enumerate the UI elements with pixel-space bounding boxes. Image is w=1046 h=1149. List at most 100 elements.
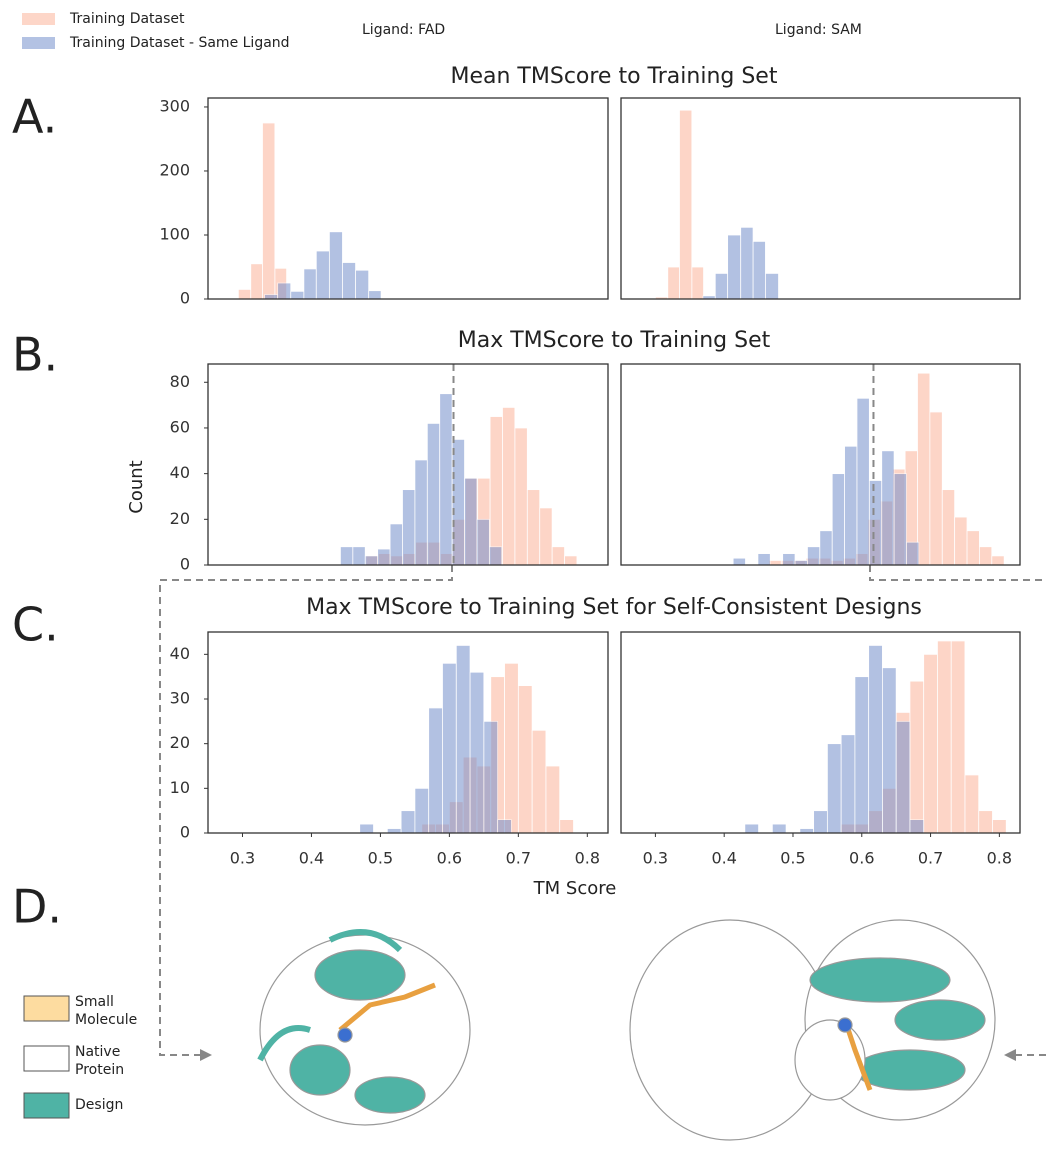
bar bbox=[378, 549, 390, 565]
bar bbox=[882, 668, 896, 833]
bar bbox=[402, 490, 414, 565]
bar bbox=[979, 811, 993, 833]
bar bbox=[415, 788, 429, 833]
x-tick-label: 0.5 bbox=[368, 849, 393, 868]
y-tick-label: 100 bbox=[159, 224, 190, 243]
bar bbox=[552, 547, 564, 565]
legend-swatch bbox=[22, 37, 55, 49]
bar bbox=[855, 677, 869, 833]
bar bbox=[265, 295, 278, 299]
y-tick-label: 20 bbox=[170, 733, 190, 752]
row-title: Mean TMScore to Training Set bbox=[451, 64, 778, 89]
bar bbox=[668, 267, 680, 299]
histogram bbox=[340, 394, 577, 565]
bar bbox=[262, 123, 274, 299]
column-title: Ligand: FAD bbox=[362, 22, 445, 38]
structure-legend-swatch bbox=[24, 1046, 69, 1071]
x-tick-label: 0.3 bbox=[643, 849, 668, 868]
bar bbox=[440, 394, 452, 565]
bar bbox=[733, 558, 745, 565]
bar bbox=[329, 232, 342, 299]
legend-label: Training Dataset bbox=[69, 11, 185, 27]
bar bbox=[540, 508, 552, 565]
bar bbox=[979, 547, 991, 565]
bar bbox=[814, 811, 828, 833]
bar bbox=[795, 560, 807, 565]
bar bbox=[992, 820, 1006, 833]
bar bbox=[917, 373, 929, 565]
bar bbox=[857, 398, 869, 565]
bar bbox=[532, 730, 546, 833]
bar bbox=[951, 641, 965, 833]
bar bbox=[800, 829, 814, 833]
y-tick-label: 0 bbox=[180, 555, 190, 574]
bar bbox=[390, 524, 402, 565]
x-tick-label: 0.4 bbox=[299, 849, 324, 868]
bar bbox=[489, 547, 501, 565]
y-tick-label: 20 bbox=[170, 509, 190, 528]
histogram bbox=[745, 641, 1006, 833]
bar bbox=[753, 241, 765, 299]
bar bbox=[769, 560, 781, 565]
bar bbox=[502, 407, 514, 565]
x-tick-label: 0.8 bbox=[987, 849, 1012, 868]
figure-canvas: Ligand: FAD Ligand: SAM Mean TMScore to … bbox=[0, 0, 1046, 1149]
bar bbox=[820, 531, 832, 565]
bar bbox=[910, 820, 924, 833]
bar bbox=[937, 641, 951, 833]
bar bbox=[477, 519, 489, 565]
histogram bbox=[360, 645, 574, 833]
bar bbox=[505, 663, 519, 833]
structure-legend-swatch bbox=[24, 1093, 69, 1118]
bar bbox=[415, 460, 427, 565]
x-tick-label: 0.8 bbox=[575, 849, 600, 868]
histogram bbox=[733, 373, 1004, 565]
bar bbox=[401, 811, 415, 833]
protein-structure-sam bbox=[630, 920, 995, 1140]
bar bbox=[304, 269, 316, 299]
bar bbox=[869, 480, 881, 565]
bar bbox=[783, 554, 795, 565]
panel-letter: C. bbox=[12, 598, 59, 652]
x-tick-label: 0.7 bbox=[506, 849, 531, 868]
y-tick-label: 10 bbox=[170, 778, 190, 797]
structure-legend-label: Native Protein bbox=[75, 1043, 145, 1079]
arrow bbox=[200, 1049, 212, 1061]
y-tick-label: 0 bbox=[180, 823, 190, 842]
bar bbox=[965, 775, 979, 833]
legend-swatch bbox=[22, 13, 55, 25]
bar bbox=[906, 542, 918, 565]
figure: Ligand: FAD Ligand: SAM Mean TMScore to … bbox=[0, 0, 1046, 1149]
bar bbox=[745, 824, 759, 833]
panel-letter: A. bbox=[12, 90, 57, 144]
bar bbox=[546, 766, 560, 833]
structure-legend-swatch bbox=[24, 996, 69, 1021]
bar bbox=[316, 251, 329, 299]
bar bbox=[728, 235, 741, 299]
bar bbox=[527, 490, 539, 565]
bar bbox=[365, 556, 377, 565]
bar bbox=[869, 645, 883, 833]
y-tick-label: 300 bbox=[159, 96, 190, 115]
bar bbox=[845, 446, 857, 565]
x-tick-label: 0.6 bbox=[437, 849, 462, 868]
bar bbox=[841, 735, 855, 833]
bar bbox=[827, 744, 841, 833]
bar bbox=[910, 681, 924, 833]
histogram bbox=[655, 110, 778, 299]
y-axis-label: Count bbox=[126, 460, 147, 513]
histogram bbox=[238, 123, 381, 299]
x-tick-label: 0.5 bbox=[780, 849, 805, 868]
bar bbox=[741, 227, 753, 299]
protein-structure-fad bbox=[260, 932, 470, 1125]
legend-label: Training Dataset - Same Ligand bbox=[69, 35, 290, 51]
bar bbox=[715, 273, 727, 299]
panel-letter: D. bbox=[12, 880, 62, 934]
x-axis-label: TM Score bbox=[533, 878, 617, 899]
bar bbox=[484, 721, 498, 833]
y-tick-label: 80 bbox=[170, 372, 190, 391]
bar bbox=[882, 451, 894, 565]
y-tick-label: 30 bbox=[170, 689, 190, 708]
bar bbox=[930, 412, 942, 565]
arrow bbox=[1004, 1049, 1016, 1061]
